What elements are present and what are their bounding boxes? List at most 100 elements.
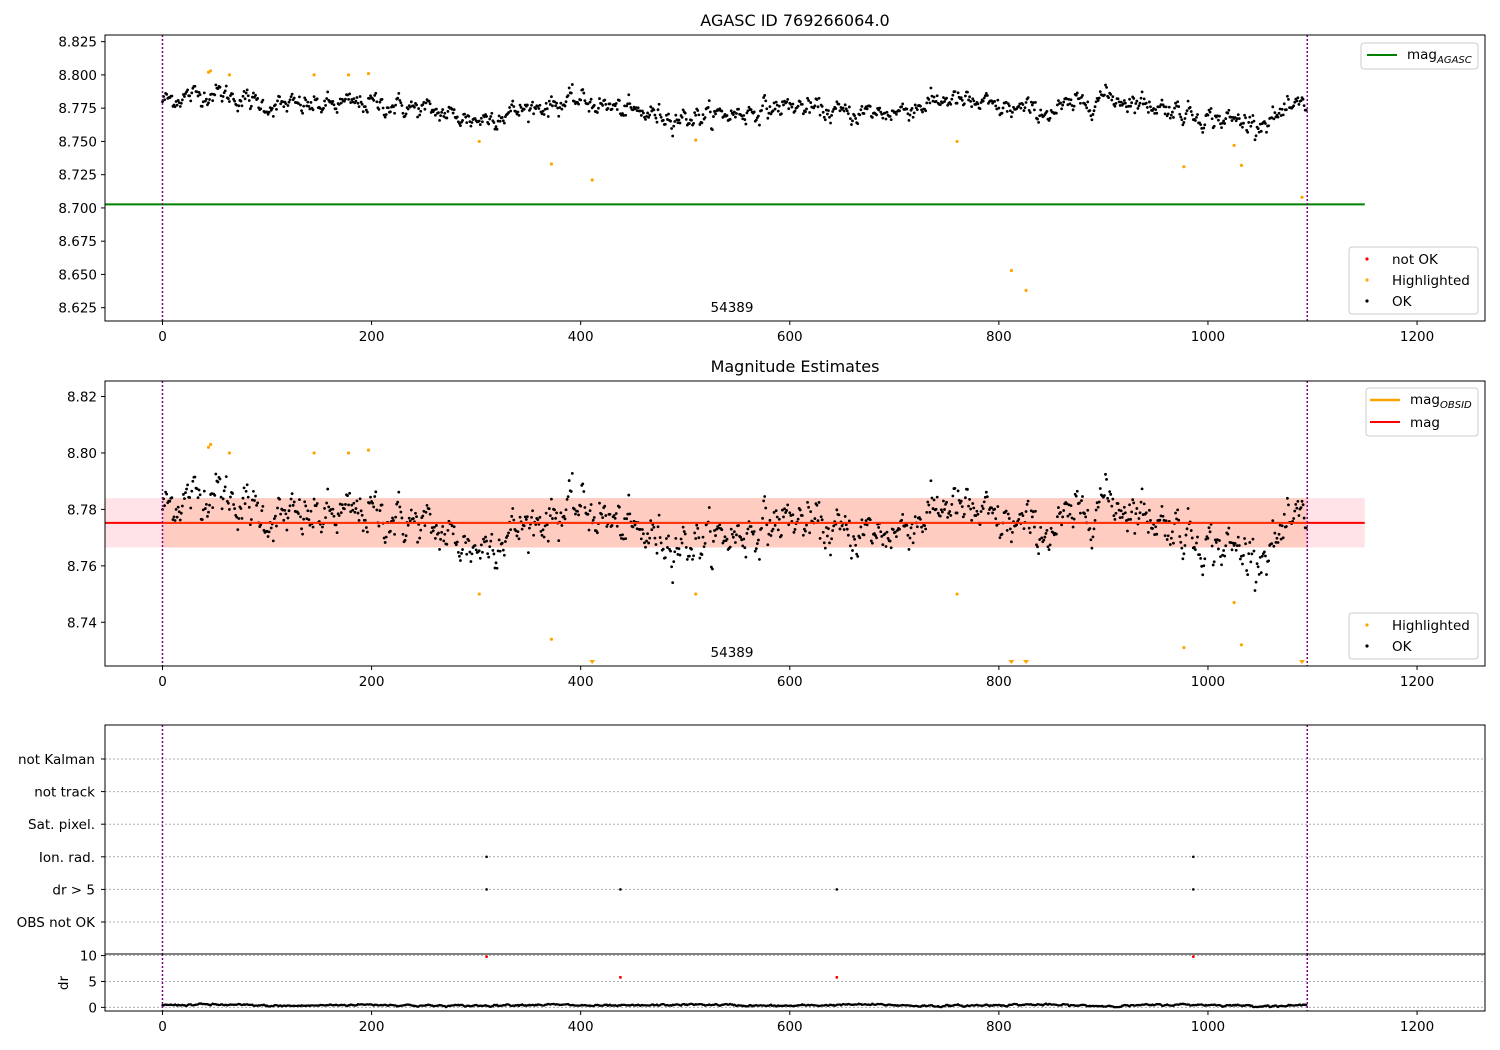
ok-point <box>847 519 851 523</box>
ok-point <box>1231 541 1235 545</box>
ok-point <box>796 517 800 521</box>
ok-point <box>793 109 797 113</box>
ok-point <box>714 534 717 537</box>
ok-point <box>517 113 521 117</box>
ok-point <box>1116 502 1120 505</box>
ok-point <box>635 109 639 113</box>
ok-point <box>1168 543 1172 546</box>
ok-point <box>1236 535 1240 539</box>
ok-point <box>674 113 678 117</box>
ok-point <box>932 95 936 99</box>
ok-point <box>970 105 974 109</box>
ok-point <box>1284 108 1288 112</box>
ok-point <box>369 94 372 98</box>
ok-point <box>1145 106 1149 109</box>
ok-point <box>516 530 520 534</box>
ok-point <box>346 93 349 97</box>
ok-point <box>1165 538 1169 541</box>
ok-point <box>921 110 924 114</box>
ok-point <box>1007 517 1011 520</box>
ok-point <box>375 100 379 104</box>
ok-point <box>979 101 983 104</box>
ok-point <box>553 100 556 104</box>
ok-point <box>773 523 777 527</box>
ok-point <box>276 99 279 103</box>
ok-point <box>495 566 499 570</box>
ok-point <box>484 535 487 539</box>
ok-point <box>754 118 758 122</box>
ok-point <box>1146 530 1150 534</box>
ok-point <box>452 108 456 112</box>
ok-point <box>806 501 809 504</box>
ok-point <box>1034 509 1037 513</box>
ok-point <box>378 509 382 512</box>
ok-point <box>358 497 362 501</box>
ok-point <box>292 500 296 504</box>
ok-point <box>600 512 603 516</box>
ok-point <box>1093 518 1097 522</box>
y-tick-label: 8.82 <box>67 390 97 406</box>
ok-point <box>663 556 667 560</box>
ok-point <box>196 496 200 500</box>
ok-point <box>677 118 681 122</box>
ok-point <box>330 102 334 105</box>
ok-point <box>485 115 488 118</box>
ok-point <box>231 92 234 96</box>
ok-point <box>615 108 619 111</box>
ok-point <box>1022 527 1026 531</box>
ok-point <box>371 501 375 505</box>
ok-point <box>249 104 253 108</box>
ok-point <box>692 121 695 125</box>
ok-point <box>1139 500 1143 504</box>
ok-point <box>1007 104 1011 108</box>
ok-point <box>329 508 333 511</box>
ok-point <box>1068 102 1072 106</box>
ok-point <box>241 94 245 98</box>
ok-point <box>1083 512 1086 516</box>
ok-point <box>541 109 545 113</box>
ok-point <box>1026 499 1030 503</box>
dr-outlier-point <box>485 955 488 958</box>
ok-point <box>760 526 763 530</box>
ok-point <box>915 108 919 112</box>
ok-point <box>898 527 901 531</box>
highlighted-point <box>1239 163 1244 167</box>
dr-outlier-point <box>619 975 622 979</box>
ok-point <box>300 527 303 531</box>
ok-point <box>614 512 618 515</box>
ok-point <box>853 114 856 118</box>
ok-point <box>929 479 933 483</box>
ok-point <box>1074 494 1078 498</box>
ok-point <box>1287 97 1290 101</box>
ok-point <box>252 490 255 493</box>
ok-point <box>244 91 248 95</box>
ok-point <box>674 536 678 540</box>
ok-point <box>274 103 277 107</box>
ok-point <box>1249 124 1253 128</box>
ok-point <box>707 99 711 103</box>
ok-point <box>275 524 278 528</box>
ok-point <box>278 497 281 501</box>
ok-point <box>1066 103 1070 107</box>
ok-point <box>1252 119 1256 123</box>
ok-point <box>859 108 863 112</box>
ok-point <box>1018 102 1022 106</box>
ok-point <box>995 523 999 527</box>
ok-point <box>1175 517 1178 521</box>
ok-point <box>283 508 287 512</box>
ok-point <box>567 86 571 90</box>
ok-point <box>1126 110 1129 114</box>
x-tick-label: 1000 <box>1191 329 1225 345</box>
ok-point <box>909 526 913 530</box>
ok-point <box>850 556 853 560</box>
ok-point <box>816 105 820 109</box>
ok-point <box>544 511 548 515</box>
ok-point <box>1271 105 1275 109</box>
ok-point <box>1097 500 1101 504</box>
ok-point <box>751 532 755 536</box>
ok-point <box>843 103 847 107</box>
ok-point <box>536 104 540 108</box>
ok-point <box>463 534 467 538</box>
ok-point <box>625 517 629 521</box>
ok-point <box>465 121 469 125</box>
